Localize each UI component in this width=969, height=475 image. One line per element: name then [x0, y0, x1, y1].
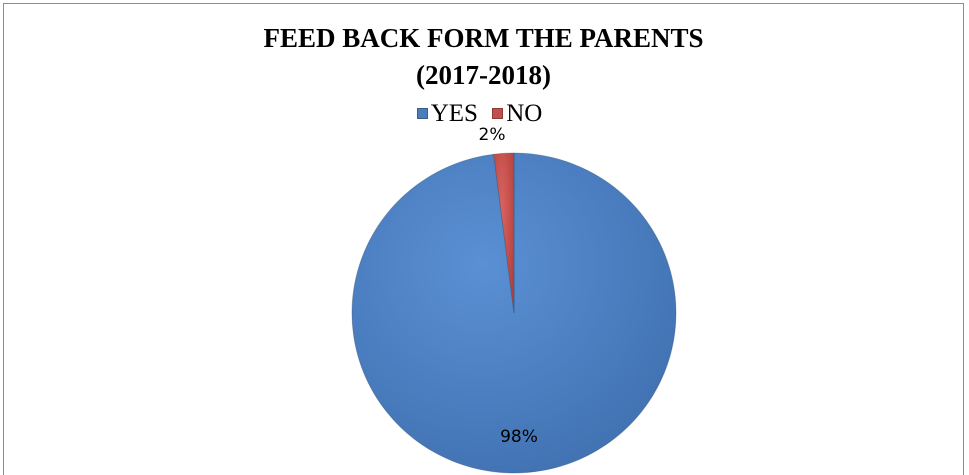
chart-subtitle: (2017-2018): [416, 60, 551, 90]
data-label-no: 2%: [479, 125, 506, 145]
data-label-yes: 98%: [500, 427, 538, 447]
chart-legend: YES NO: [4, 99, 963, 129]
legend-swatch-yes: [416, 108, 428, 119]
legend-label-no: NO: [506, 100, 543, 127]
legend-label-yes: YES: [430, 100, 478, 127]
legend-item-yes: YES: [416, 99, 478, 129]
pie-slice-no: [493, 152, 515, 314]
legend-item-no: NO: [492, 99, 542, 129]
legend-swatch-no: [492, 108, 504, 119]
chart-title: FEED BACK FORM THE PARENTS: [263, 23, 704, 53]
